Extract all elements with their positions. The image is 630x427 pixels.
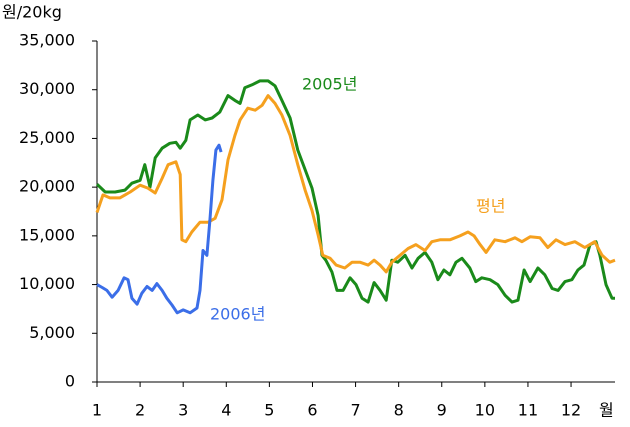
x-tick-label: 3 [178,401,188,420]
y-tick-label: 35,000 [19,31,75,50]
y-tick-label: 15,000 [19,225,75,244]
x-axis-label: 월 [599,401,614,420]
y-tick-label: 25,000 [19,128,75,147]
series-label: 2006년 [210,305,265,324]
y-tick-label: 10,000 [19,274,75,293]
x-tick-label: 8 [394,401,404,420]
x-tick-label: 10 [475,401,495,420]
y-tick-label: 5,000 [29,323,75,342]
x-tick-label: 6 [307,401,317,420]
series-label: 평년 [476,197,505,216]
y-tick-label: 20,000 [19,177,75,196]
x-tick-label: 11 [518,401,538,420]
x-tick-label: 5 [264,401,274,420]
x-tick-label: 7 [350,401,360,420]
y-axis-label: 원/20kg [2,3,62,22]
x-tick-label: 2 [135,401,145,420]
x-tick-label: 1 [92,401,102,420]
series-label: 2005년 [302,75,357,94]
series-line [95,94,616,274]
series-line [96,143,223,315]
x-tick-label: 4 [221,401,231,420]
x-tick-label: 9 [437,401,447,420]
series-line [95,79,615,304]
y-tick-label: 0 [65,372,75,391]
x-tick-label: 12 [561,401,581,420]
y-tick-label: 30,000 [19,79,75,98]
